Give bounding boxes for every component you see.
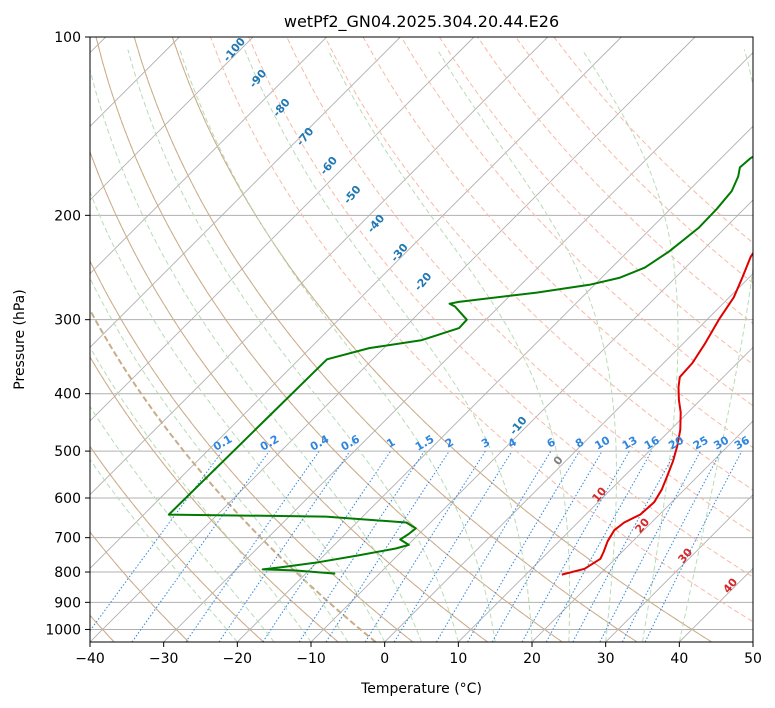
x-tick-label: −30	[149, 651, 179, 667]
moist-adiabat-line	[678, 49, 753, 642]
isentrope-line	[171, 37, 712, 642]
x-tick-label: −10	[296, 651, 326, 667]
skewed-isotherm-line	[90, 37, 622, 569]
mixing-ratio-line	[644, 450, 743, 642]
skewed-isotherm-line	[752, 641, 753, 642]
mixing-ratio-line	[185, 450, 320, 642]
moist-adiabat-line	[244, 49, 533, 642]
moist-adiabat-line	[90, 67, 422, 642]
chart-title: wetPf2_GN04.2025.304.20.44.E26	[284, 12, 559, 32]
y-tick-label: 500	[54, 444, 81, 460]
mixing-ratio-line	[599, 450, 701, 642]
skewed-isotherm-line	[237, 125, 753, 642]
x-tick-label: 20	[523, 651, 541, 667]
dry-adiabat-line	[324, 37, 753, 491]
y-tick-label: 800	[54, 565, 81, 581]
isentrope-line	[133, 37, 638, 642]
x-tick-label: −20	[223, 651, 253, 667]
dry-adiabat-line	[210, 37, 753, 623]
y-tick-label: 900	[54, 595, 81, 611]
grid-layers	[90, 37, 753, 642]
x-tick-label: 30	[597, 651, 615, 667]
y-tick-label: 100	[54, 30, 81, 46]
isentrope-line	[95, 37, 563, 642]
y-axis-label: Pressure (hPa)	[12, 289, 28, 389]
moist-adiabat-line	[581, 49, 679, 642]
skewed-isotherm-line	[90, 37, 475, 422]
moist-adiabat-line	[327, 49, 571, 642]
skewed-isotherm-line	[163, 52, 753, 642]
skewed-isotherm-line	[90, 37, 548, 496]
mixing-ratio-line	[218, 450, 351, 642]
mixing-ratio-line	[435, 450, 552, 642]
x-tick-label: 40	[670, 651, 688, 667]
isentrope-line	[90, 445, 264, 642]
axes: −40 −30 −20 −10 0 10 20 30 40 50 100 200 300 400 500 60…	[45, 30, 762, 667]
skewed-isotherm-line	[605, 494, 753, 642]
mixing-ratio-line	[364, 450, 486, 642]
y-tick-label: 600	[54, 491, 81, 507]
moist-adiabat-line	[90, 190, 386, 642]
x-tick-label: −40	[75, 651, 105, 667]
temperature-profile-line	[561, 251, 753, 576]
mixing-ratio-line	[262, 450, 392, 642]
y-tick-label: 300	[54, 313, 81, 329]
mixing-ratio-line	[298, 450, 425, 642]
skewed-isotherm-line	[384, 273, 753, 642]
dry-adiabat-line	[515, 37, 753, 284]
skewed-isotherm-line	[458, 346, 753, 642]
mixing-ratio-line	[621, 450, 722, 642]
dry-adiabat-line	[438, 37, 753, 366]
mixing-ratio-line	[325, 450, 450, 642]
skewed-isotherm-line	[90, 37, 327, 275]
mixing-ratio-line	[393, 450, 513, 642]
y-tick-label: 200	[54, 208, 81, 224]
isentrope-line	[90, 531, 190, 642]
y-tick-label: 1000	[45, 622, 81, 638]
mixing-ratio-line	[572, 450, 677, 642]
mixing-ratio-line	[131, 450, 270, 642]
skewed-isotherm-line	[90, 37, 401, 348]
dry-adiabat-line	[400, 37, 753, 407]
x-tick-label: 10	[449, 651, 467, 667]
x-tick-label: 0	[380, 651, 389, 667]
mixing-ratio-line	[545, 450, 653, 642]
plot-frame	[89, 36, 754, 643]
x-tick-label: 50	[744, 651, 762, 667]
isentrope-line	[90, 259, 414, 642]
dewpoint-profile-line	[167, 155, 753, 575]
moist-adiabat-line	[179, 49, 496, 642]
profile-layers	[167, 155, 753, 576]
moist-adiabat-line	[90, 346, 312, 642]
moist-adiabat-line	[127, 49, 459, 642]
skewed-isotherm-line	[531, 420, 753, 642]
mixing-ratio-line	[521, 450, 630, 642]
y-tick-label: 400	[54, 387, 81, 403]
isentrope-line	[90, 150, 488, 642]
y-tick-label: 700	[54, 531, 81, 547]
moist-adiabat-line	[90, 277, 349, 642]
dry-adiabat-line	[248, 37, 753, 578]
x-axis-label: Temperature (°C)	[360, 681, 482, 697]
skewed-isotherm-line	[90, 37, 254, 201]
